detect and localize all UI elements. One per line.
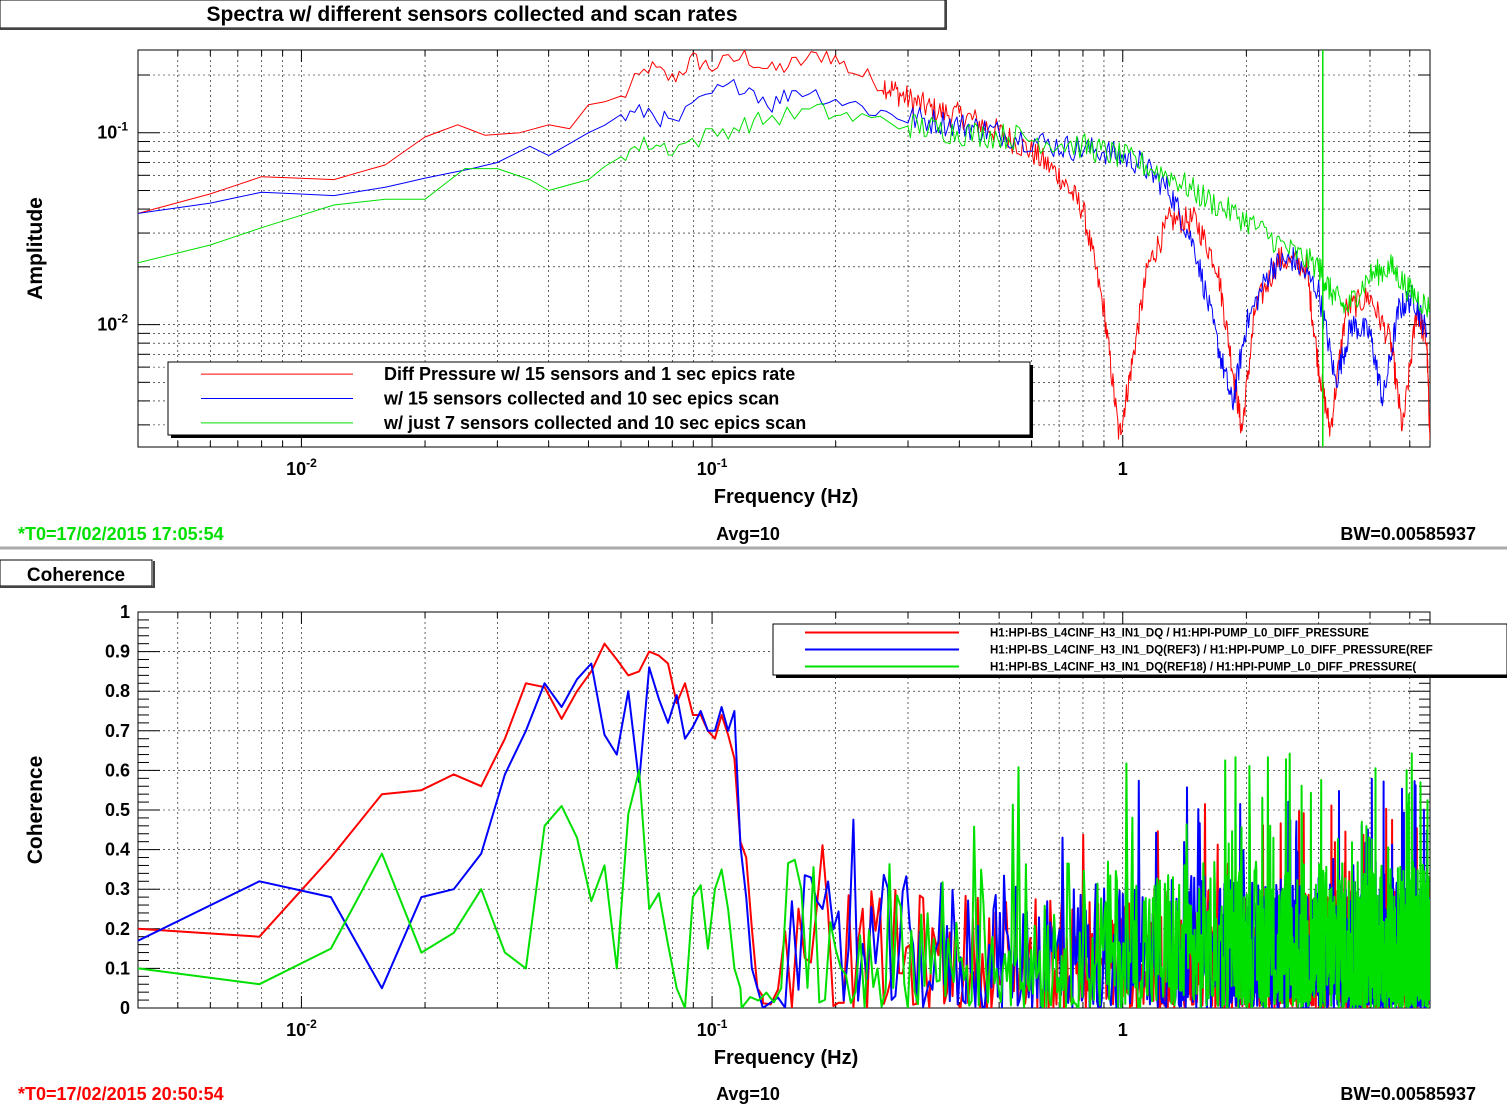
legend-label: H1:HPI-BS_L4CINF_H3_IN1_DQ(REF18) / H1:H… xyxy=(990,662,1416,674)
legend-label: H1:HPI-BS_L4CINF_H3_IN1_DQ(REF3) / H1:HP… xyxy=(990,645,1433,657)
x-tick-label: 10-2 xyxy=(286,456,317,479)
x-tick-exponent: -2 xyxy=(306,1017,317,1031)
series-lines xyxy=(138,642,1430,1008)
series-line-3 xyxy=(138,103,1430,318)
legend-label: H1:HPI-BS_L4CINF_H3_IN1_DQ / H1:HPI-PUMP… xyxy=(990,628,1369,640)
spectra-footer-bw: BW=0.00585937 xyxy=(1340,524,1476,544)
y-tick-label: 0.8 xyxy=(105,681,130,701)
y-tick-label: 0 xyxy=(120,998,130,1018)
legend-label: w/ just 7 sensors collected and 10 sec e… xyxy=(383,413,806,433)
x-tick-label: 10-2 xyxy=(286,1017,317,1040)
y-tick-label: 0.7 xyxy=(105,721,130,741)
y-tick-label: 0.2 xyxy=(105,919,130,939)
chart-legend: Diff Pressure w/ 15 sensors and 1 sec ep… xyxy=(167,361,1033,438)
x-tick-label: 1 xyxy=(1118,1020,1128,1040)
series-line-1 xyxy=(138,50,1430,441)
coherence-title: Coherence xyxy=(27,565,125,586)
y-tick-label: 0.9 xyxy=(105,642,130,662)
x-axis-label: Frequency (Hz) xyxy=(714,1047,858,1069)
x-tick-exponent: -2 xyxy=(306,456,317,470)
legend-label: w/ 15 sensors collected and 10 sec epics… xyxy=(383,389,779,409)
coherence-plot: 10-2 10-1 1 0 0.1 0.2 0.3 0.4 0.5 0.6 0.7 0.8 0.9 1 Fr… xyxy=(24,602,1507,1069)
x-tick-exponent: -1 xyxy=(717,456,728,470)
y-tick-label: 1 xyxy=(120,602,130,622)
y-tick-label: 0.3 xyxy=(105,879,130,899)
spectra-plot: 10-2 10-1 1 10-1 10-2 Frequency (Hz) Amplitude… xyxy=(24,49,1431,508)
y-tick-label: 10-2 xyxy=(97,312,128,335)
coherence-footer-t0: *T0=17/02/2015 20:50:54 xyxy=(18,1084,224,1104)
series-line-3 xyxy=(138,752,1430,1008)
panel-title-box-coherence: Coherence xyxy=(0,559,155,588)
y-axis-label: Coherence xyxy=(24,756,47,865)
spectra-footer-avg: Avg=10 xyxy=(716,524,780,544)
coherence-footer-bw: BW=0.00585937 xyxy=(1340,1084,1476,1104)
y-tick-label: 0.1 xyxy=(105,958,130,978)
x-tick-label: 10-1 xyxy=(697,1017,728,1040)
legend-label: Diff Pressure w/ 15 sensors and 1 sec ep… xyxy=(384,364,795,384)
y-tick-label: 0.6 xyxy=(105,760,130,780)
y-tick-exponent: -1 xyxy=(117,120,128,134)
series-line-2 xyxy=(138,79,1428,411)
x-tick-label: 1 xyxy=(1118,459,1128,479)
spectra-footer-t0: *T0=17/02/2015 17:05:54 xyxy=(18,524,224,544)
coherence-footer-avg: Avg=10 xyxy=(716,1084,780,1104)
chart-legend: H1:HPI-BS_L4CINF_H3_IN1_DQ / H1:HPI-PUMP… xyxy=(772,623,1507,678)
y-tick-exponent: -2 xyxy=(117,312,128,326)
x-tick-label: 10-1 xyxy=(697,456,728,479)
x-axis-label: Frequency (Hz) xyxy=(714,486,858,508)
x-tick-exponent: -1 xyxy=(717,1017,728,1031)
spectra-title: Spectra w/ different sensors collected a… xyxy=(206,3,737,26)
y-axis-label: Amplitude xyxy=(24,197,47,300)
series-lines xyxy=(138,50,1430,447)
y-tick-label: 0.4 xyxy=(105,840,130,860)
panel-title-box-spectra: Spectra w/ different sensors collected a… xyxy=(0,0,947,30)
y-tick-label: 0.5 xyxy=(105,800,130,820)
y-tick-label: 10-1 xyxy=(97,120,128,143)
